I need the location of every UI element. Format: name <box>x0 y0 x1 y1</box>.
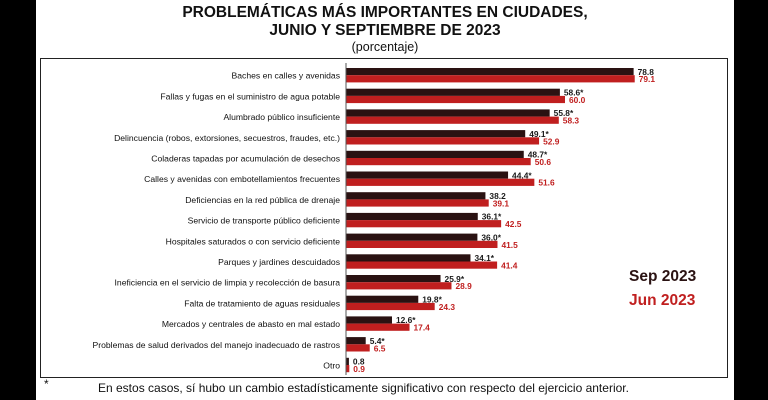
data-label-jun-2023: 79.1 <box>639 74 656 84</box>
bar-sep-2023 <box>346 357 349 365</box>
bar-jun-2023 <box>346 158 531 166</box>
data-label-jun-2023: 52.9 <box>543 136 560 146</box>
category-label: Hospitales saturados o con servicio defi… <box>166 236 341 246</box>
chart-frame: Baches en calles y avenidas 78.8 79.1 Falla… <box>40 58 728 378</box>
category-label: Otro <box>323 361 340 371</box>
chart-title: PROBLEMÁTICAS MÁS IMPORTANTES EN CIUDADE… <box>182 4 588 21</box>
data-label-jun-2023: 51.6 <box>538 178 555 188</box>
data-label-jun-2023: 42.5 <box>505 219 522 229</box>
bar-sep-2023 <box>346 254 471 262</box>
chart-subtitle: JUNIO Y SEPTIEMBRE DE 2023 <box>269 22 501 39</box>
bar-sep-2023 <box>346 275 441 283</box>
bar-sep-2023 <box>346 150 524 158</box>
bar-jun-2023 <box>346 240 498 248</box>
data-label-sep-2023: 0.8 <box>353 357 365 367</box>
category-label: Alumbrado público insuficiente <box>223 112 340 122</box>
data-label-sep-2023: 55.8* <box>554 108 574 118</box>
data-label-jun-2023: 17.4 <box>414 323 431 333</box>
bar-sep-2023 <box>346 212 478 221</box>
data-label-sep-2023: 48.7* <box>528 150 548 160</box>
data-label-sep-2023: 44.4* <box>512 170 532 180</box>
category-label: Mercados y centrales de abasto en mal es… <box>162 319 340 329</box>
data-label-jun-2023: 24.3 <box>439 302 456 312</box>
data-label-sep-2023: 12.6* <box>396 315 416 325</box>
data-label-sep-2023: 5.4* <box>370 336 386 346</box>
data-label-jun-2023: 58.3 <box>563 116 580 126</box>
data-label-sep-2023: 36.1* <box>482 212 502 222</box>
category-label: Delincuencia (robos, extorsiones, secues… <box>114 133 340 143</box>
data-label-sep-2023: 25.9* <box>445 274 465 284</box>
bar-chart: Baches en calles y avenidas 78.879.1 Falla… <box>93 63 656 375</box>
data-label-jun-2023: 41.4 <box>501 261 518 271</box>
data-label-sep-2023: 49.1* <box>529 129 549 139</box>
data-label-jun-2023: 28.9 <box>455 281 472 291</box>
legend-sep-2023: Sep 2023 <box>629 268 697 285</box>
footnote-text: En estos casos, sí hubo un cambio estadí… <box>98 381 629 395</box>
data-label-sep-2023: 78.8 <box>638 67 655 77</box>
bar-jun-2023 <box>346 302 435 311</box>
bar-sep-2023 <box>346 109 550 117</box>
category-label: Ineficiencia en el servicio de limpia y … <box>115 278 341 288</box>
bar-jun-2023 <box>346 323 410 331</box>
data-label-sep-2023: 38.2 <box>489 191 506 201</box>
data-label-sep-2023: 58.6* <box>564 88 584 98</box>
category-label: Deficiencias en la red pública de drenaj… <box>185 195 340 205</box>
bar-sep-2023 <box>346 68 634 76</box>
category-label: Calles y avenidas con embotellamientos f… <box>144 174 340 184</box>
category-label: Problemas de salud derivados del manejo … <box>93 340 340 350</box>
bar-sep-2023 <box>346 233 478 241</box>
bar-sep-2023 <box>346 88 560 96</box>
bar-sep-2023 <box>346 316 392 324</box>
bar-sep-2023 <box>346 171 509 179</box>
data-label-sep-2023: 36.0* <box>481 232 501 242</box>
bar-jun-2023 <box>346 344 370 352</box>
bar-jun-2023 <box>346 178 535 186</box>
category-label: Servicio de transporte público deficient… <box>188 216 341 226</box>
bar-jun-2023 <box>346 95 565 104</box>
bar-jun-2023 <box>346 365 350 373</box>
bar-sep-2023 <box>346 295 419 303</box>
bar-jun-2023 <box>346 75 635 83</box>
bar-jun-2023 <box>346 220 502 228</box>
bar-jun-2023 <box>346 199 489 207</box>
bar-sep-2023 <box>346 192 486 200</box>
legend-jun-2023: Jun 2023 <box>629 292 696 309</box>
chart-unit: (porcentaje) <box>351 40 419 54</box>
category-label: Fallas y fugas en el suministro de agua … <box>160 91 340 101</box>
data-label-sep-2023: 19.8* <box>422 295 442 305</box>
data-label-jun-2023: 50.6 <box>535 157 552 167</box>
data-label-sep-2023: 34.1* <box>474 253 494 263</box>
bar-jun-2023 <box>346 137 540 145</box>
bar-jun-2023 <box>346 116 559 124</box>
category-label: Falta de tratamiento de aguas residuales <box>184 298 340 308</box>
bar-jun-2023 <box>346 282 452 290</box>
bar-sep-2023 <box>346 337 366 345</box>
bar-jun-2023 <box>346 261 498 269</box>
data-label-jun-2023: 41.5 <box>501 240 518 250</box>
footnote-mark: * <box>44 377 49 391</box>
data-label-jun-2023: 0.9 <box>353 364 365 374</box>
bar-sep-2023 <box>346 130 526 138</box>
category-label: Baches en calles y avenidas <box>232 71 340 81</box>
data-label-jun-2023: 60.0 <box>569 95 586 105</box>
page: PROBLEMÁTICAS MÁS IMPORTANTES EN CIUDADE… <box>36 0 734 400</box>
data-label-jun-2023: 39.1 <box>493 198 510 208</box>
category-label: Coladeras tapadas por acumulación de des… <box>151 154 340 164</box>
data-label-jun-2023: 6.5 <box>374 343 386 353</box>
category-label: Parques y jardines descuidados <box>218 257 340 267</box>
